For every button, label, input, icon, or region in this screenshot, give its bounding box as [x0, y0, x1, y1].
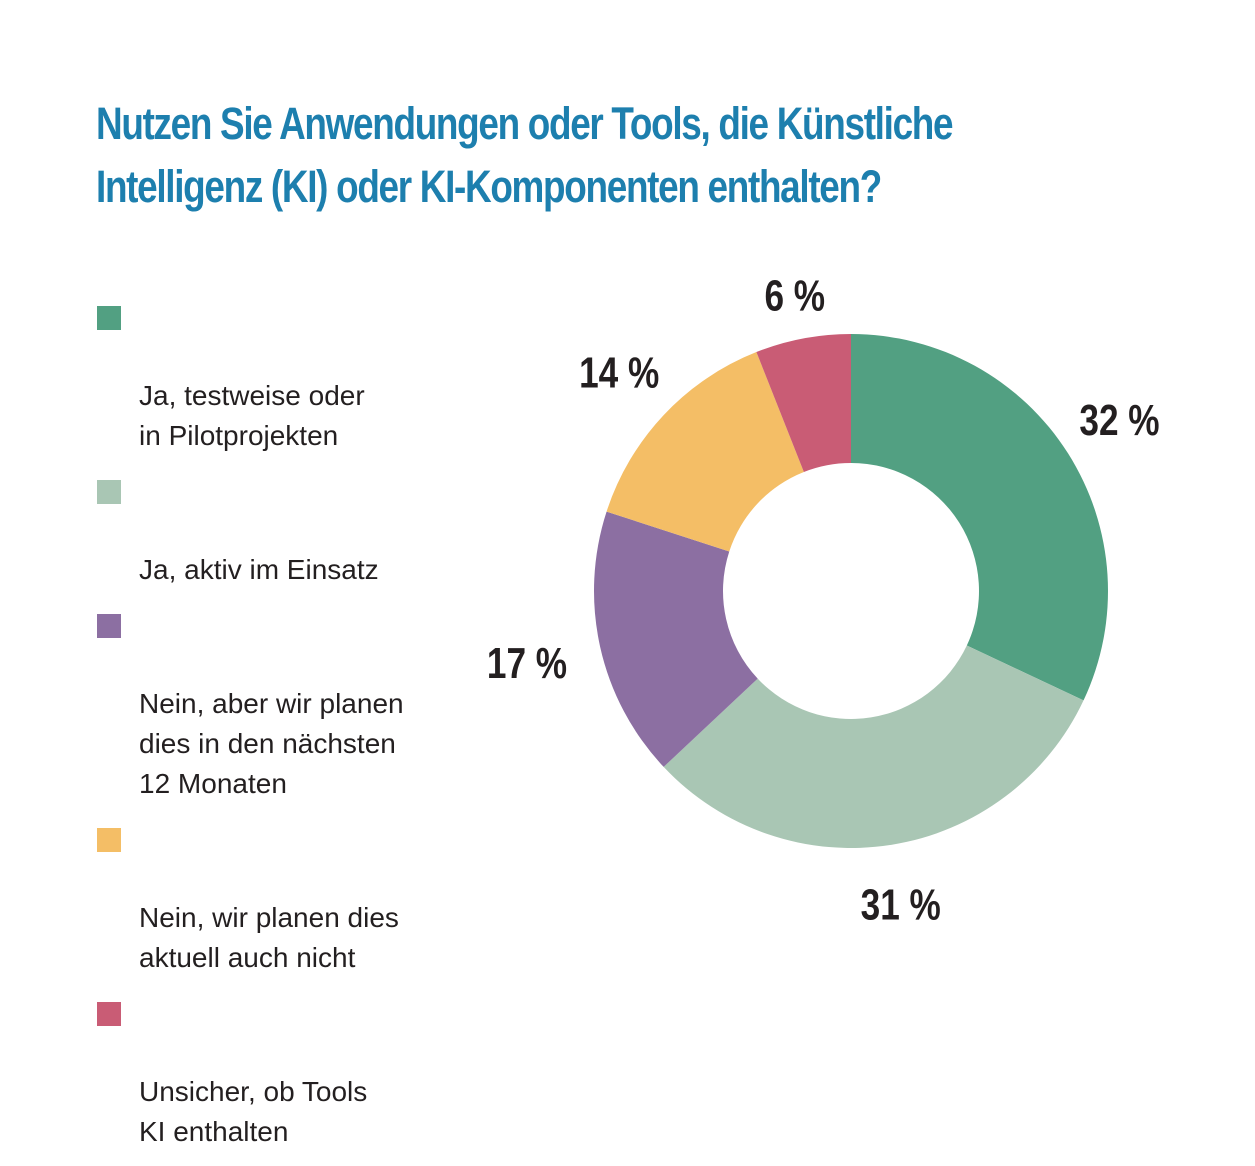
slice-not-planned — [606, 352, 804, 552]
slice-active — [663, 645, 1084, 848]
legend-label-pilot: Ja, testweise oder in Pilotprojekten — [139, 380, 365, 451]
chart-title-line-1: Nutzen Sie Anwendungen oder Tools, die K… — [96, 98, 954, 149]
legend-swatch-active — [97, 480, 121, 504]
legend-label-unsure: Unsicher, ob Tools KI enthalten — [139, 1076, 368, 1147]
slice-label-planned: 17 % — [487, 639, 567, 688]
legend-swatch-planned — [97, 614, 121, 638]
slice-unsure — [756, 334, 851, 472]
legend-item-planned: Nein, aber wir planen dies in den nächst… — [97, 604, 477, 804]
chart-title: Nutzen Sie Anwendungen oder Tools, die K… — [96, 92, 954, 218]
slice-planned — [594, 511, 758, 767]
slice-pilot — [851, 334, 1108, 701]
legend-item-pilot: Ja, testweise oder in Pilotprojekten — [97, 296, 477, 456]
slice-label-pilot: 32 % — [1079, 396, 1159, 445]
slice-label-active: 31 % — [861, 881, 941, 930]
legend-item-unsure: Unsicher, ob Tools KI enthalten — [97, 992, 477, 1152]
slice-label-unsure: 6 % — [764, 272, 825, 321]
legend-label-planned: Nein, aber wir planen dies in den nächst… — [139, 688, 404, 799]
legend-swatch-pilot — [97, 306, 121, 330]
legend-item-not-planned: Nein, wir planen dies aktuell auch nicht — [97, 818, 477, 978]
donut-chart: 32 % 31 % 17 % 14 % 6 % — [487, 272, 1160, 929]
legend-item-active: Ja, aktiv im Einsatz — [97, 470, 477, 590]
legend-label-active: Ja, aktiv im Einsatz — [139, 554, 379, 585]
slice-labels: 32 % 31 % 17 % 14 % 6 % — [487, 272, 1160, 929]
legend: Ja, testweise oder in Pilotprojekten Ja,… — [97, 296, 477, 1166]
legend-label-not-planned: Nein, wir planen dies aktuell auch nicht — [139, 902, 399, 973]
donut-slices — [594, 334, 1108, 848]
legend-swatch-not-planned — [97, 828, 121, 852]
chart-title-line-2: Intelligenz (KI) oder KI-Komponenten ent… — [96, 161, 882, 212]
legend-swatch-unsure — [97, 1002, 121, 1026]
slice-label-not-planned: 14 % — [579, 349, 659, 398]
